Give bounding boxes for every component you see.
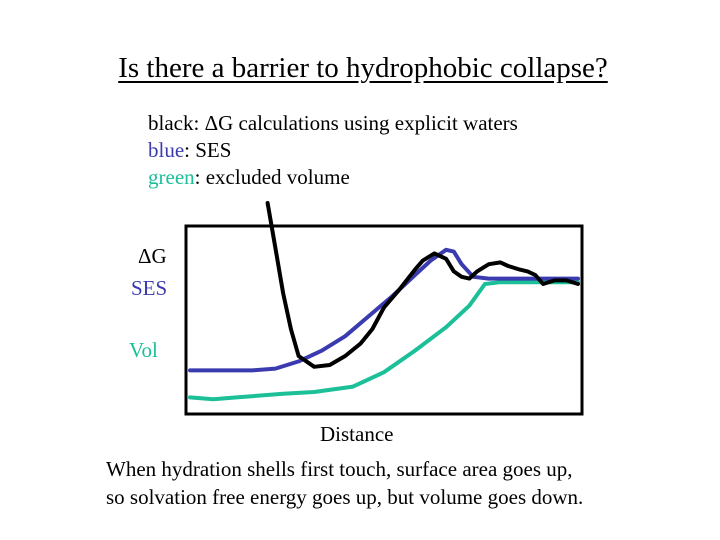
caption: When hydration shells first touch, surfa…: [106, 455, 583, 511]
legend-entry-green: green: excluded volume: [148, 164, 518, 191]
legend-text-green: excluded volume: [205, 165, 350, 189]
legend-sep: :: [194, 165, 206, 189]
series-line-black: [265, 201, 580, 369]
legend-text-blue: SES: [195, 138, 232, 162]
y-label-vol: Vol: [129, 338, 158, 362]
y-label-delta-g: ΔG: [138, 244, 167, 268]
caption-line-2: so solvation free energy goes up, but vo…: [106, 485, 584, 509]
legend-sep: :: [193, 111, 205, 135]
legend-text-black: ΔG calculations using explicit waters: [204, 111, 518, 135]
legend-key-green: green: [148, 165, 195, 189]
legend-entry-black: black: ΔG calculations using explicit wa…: [148, 110, 518, 137]
series-layer: [188, 201, 580, 402]
plot-frame: [184, 224, 584, 416]
y-label-ses: SES: [131, 276, 168, 300]
x-axis-label: Distance: [320, 422, 394, 446]
legend-key-blue: blue: [148, 138, 185, 162]
legend-sep: :: [184, 138, 196, 162]
legend-entry-blue: blue: SES: [148, 137, 518, 164]
legend: black: ΔG calculations using explicit wa…: [148, 110, 518, 191]
caption-line-1: When hydration shells first touch, surfa…: [106, 457, 573, 481]
legend-key-black: black: [148, 111, 194, 135]
page-title: Is there a barrier to hydrophobic collap…: [118, 52, 608, 84]
series-line-green: [188, 280, 580, 402]
